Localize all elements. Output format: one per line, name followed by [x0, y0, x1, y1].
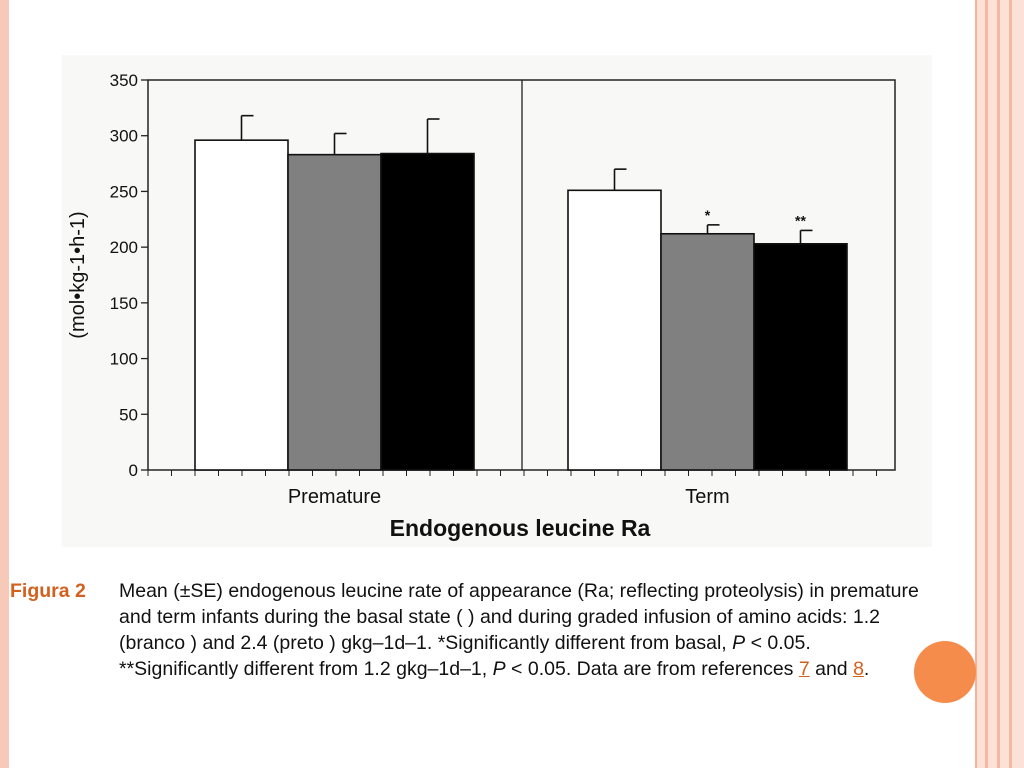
y-axis-label: (mol•kg-1•h-1): [67, 211, 89, 338]
reference-link-8[interactable]: 8: [853, 658, 864, 680]
slide-frame-right: [975, 0, 1024, 768]
frame-stripe: [1009, 0, 1012, 768]
y-tick-label: 100: [110, 350, 138, 369]
significance-marker: *: [705, 207, 711, 223]
caption-text: Mean (±SE) endogenous leucine rate of ap…: [119, 580, 919, 654]
caption-text: and: [809, 658, 854, 680]
caption-p-symbol: P: [732, 632, 746, 654]
y-tick-label: 200: [110, 238, 138, 257]
caption-text: .: [863, 658, 870, 680]
bar: [567, 189, 662, 471]
caption-body: Mean (±SE) endogenous leucine rate of ap…: [119, 578, 919, 682]
bar-chart: 0 50 100 150 200 250 300 350 (mol•kg-1•h-1) Prema…: [67, 71, 896, 541]
chart-title: Endogenous leucine Ra: [390, 515, 651, 541]
category-label: Term: [685, 486, 729, 508]
y-tick-label: 0: [129, 461, 138, 480]
bar: [287, 153, 382, 471]
frame-stripe: [985, 0, 988, 768]
frame-stripe: [997, 0, 1000, 768]
y-tick-label: 300: [110, 127, 138, 146]
y-tick-label: 50: [119, 405, 138, 424]
y-tick-label: 150: [110, 294, 138, 313]
y-tick-label: 350: [110, 71, 138, 90]
bar: [380, 152, 475, 471]
significance-marker: **: [795, 212, 806, 228]
caption-p-symbol: P: [492, 658, 506, 680]
category-label: Premature: [288, 486, 381, 508]
figure-panel: 0 50 100 150 200 250 300 350 (mol•kg-1•h-1) Prema…: [62, 55, 932, 547]
caption-text: < 0.05. Data are from references: [505, 658, 799, 680]
caption-text: < 0.05. **Significantly different from 1…: [119, 632, 811, 680]
slide-frame-left: [0, 0, 9, 768]
bar: [660, 232, 755, 471]
y-tick-label: 250: [110, 182, 138, 201]
bar: [753, 243, 848, 471]
reference-link-7[interactable]: 7: [798, 658, 810, 680]
bar: [194, 139, 289, 471]
caption-label: Figura 2: [10, 580, 86, 602]
decorative-circle: [914, 641, 976, 703]
